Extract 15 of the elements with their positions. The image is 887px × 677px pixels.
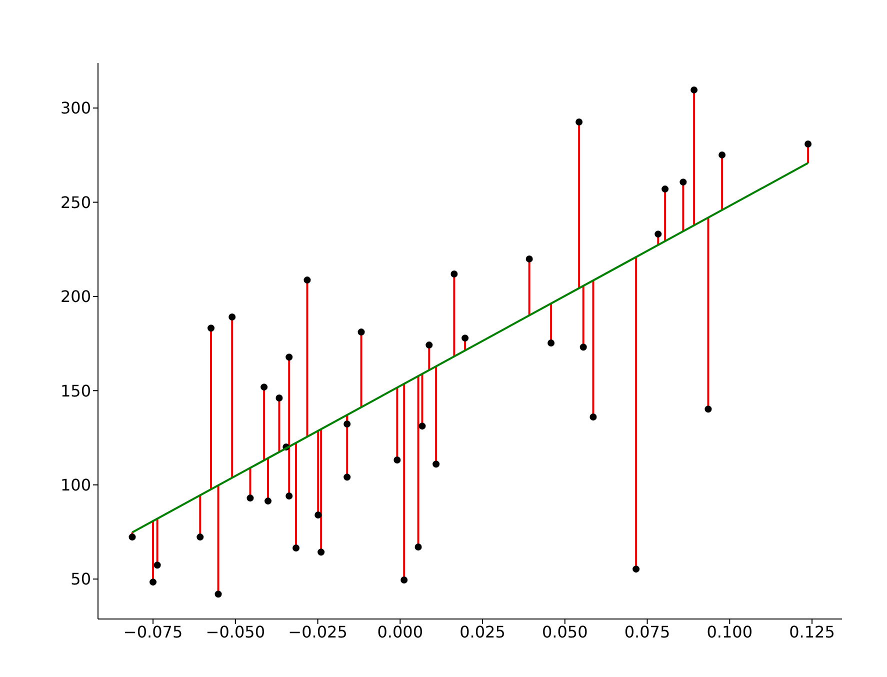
x-tick-label: 0.000: [377, 622, 424, 642]
y-tick-label: 250: [60, 192, 91, 212]
y-tick-label: 300: [60, 98, 91, 118]
y-tick-label: 150: [60, 381, 91, 400]
x-tick-label: −0.075: [123, 622, 183, 642]
x-tick-label: 0.100: [706, 622, 753, 642]
x-tick-label: 0.050: [542, 622, 588, 642]
x-tick-label: 0.025: [460, 622, 506, 642]
y-tick-label: 100: [60, 476, 91, 495]
y-tick-label: 200: [60, 287, 91, 306]
x-tick-label: 0.075: [624, 622, 670, 642]
x-tick-label: −0.050: [206, 622, 266, 642]
y-tick-label: 50: [70, 570, 91, 589]
x-tick-label: 0.125: [789, 622, 835, 642]
x-tick-label: −0.025: [288, 622, 348, 642]
